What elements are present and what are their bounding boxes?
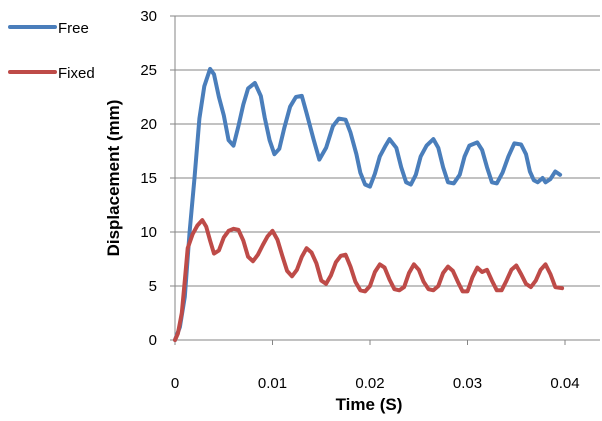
x-tick-label: 0.01 — [258, 375, 287, 392]
x-tick-label: 0.03 — [453, 375, 482, 392]
y-tick-label: 25 — [140, 62, 157, 79]
y-tick-label: 10 — [140, 224, 157, 241]
x-axis-title: Time (S) — [336, 395, 403, 414]
legend: Free Fixed — [8, 20, 95, 82]
y-tick-label: 0 — [149, 332, 157, 349]
x-tick-label: 0.02 — [355, 375, 384, 392]
y-tick-label: 20 — [140, 116, 157, 133]
y-axis-title: Displacement (mm) — [104, 100, 123, 257]
x-axis-ticks: 0 0.01 0.02 0.03 0.04 — [171, 340, 580, 392]
legend-label-fixed: Fixed — [58, 65, 95, 82]
x-tick-label: 0.04 — [550, 375, 579, 392]
y-tick-label: 30 — [140, 8, 157, 25]
y-tick-label: 5 — [149, 278, 157, 295]
y-tick-label: 15 — [140, 170, 157, 187]
y-axis-ticks: 0 5 10 15 20 25 30 — [140, 8, 175, 349]
series-layer — [173, 66, 565, 342]
grid-lines — [175, 15, 600, 341]
x-tick-label: 0 — [171, 375, 179, 392]
legend-label-free: Free — [58, 20, 89, 37]
series-line-fixed — [173, 218, 565, 342]
series-line-free — [173, 66, 563, 342]
